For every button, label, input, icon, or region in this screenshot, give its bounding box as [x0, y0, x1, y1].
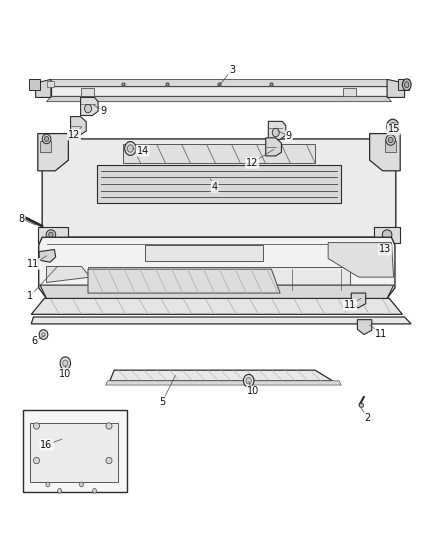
Ellipse shape: [246, 377, 251, 384]
Polygon shape: [387, 79, 405, 98]
Polygon shape: [51, 79, 387, 86]
Polygon shape: [266, 138, 282, 156]
Text: 11: 11: [375, 329, 388, 339]
Ellipse shape: [272, 128, 279, 137]
Polygon shape: [42, 139, 396, 237]
Polygon shape: [110, 370, 332, 381]
Text: 6: 6: [32, 336, 38, 346]
Ellipse shape: [125, 142, 136, 156]
Ellipse shape: [379, 244, 389, 254]
Bar: [81, 88, 94, 96]
Ellipse shape: [405, 82, 409, 87]
Polygon shape: [38, 134, 68, 171]
Ellipse shape: [387, 119, 399, 134]
Text: 13: 13: [379, 245, 391, 254]
Ellipse shape: [382, 230, 392, 239]
Polygon shape: [46, 96, 392, 102]
Ellipse shape: [92, 488, 96, 493]
Text: 4: 4: [212, 182, 218, 192]
Ellipse shape: [44, 136, 49, 141]
Ellipse shape: [388, 138, 393, 143]
Ellipse shape: [85, 104, 92, 113]
Ellipse shape: [33, 423, 39, 429]
Polygon shape: [106, 381, 341, 385]
Bar: [145, 245, 263, 261]
Bar: [123, 144, 315, 163]
Bar: [40, 141, 51, 152]
Ellipse shape: [63, 360, 68, 367]
Bar: [398, 79, 409, 90]
Polygon shape: [51, 86, 387, 96]
Bar: [343, 88, 356, 96]
Polygon shape: [40, 285, 394, 298]
Ellipse shape: [80, 482, 83, 487]
Polygon shape: [31, 317, 411, 324]
Ellipse shape: [39, 330, 48, 340]
Polygon shape: [31, 298, 403, 314]
Text: 12: 12: [246, 158, 258, 168]
Ellipse shape: [46, 230, 56, 239]
Text: 1: 1: [27, 290, 33, 301]
Ellipse shape: [382, 247, 386, 251]
Polygon shape: [268, 122, 286, 140]
Text: 8: 8: [18, 214, 25, 224]
Text: 9: 9: [100, 106, 106, 116]
Polygon shape: [328, 243, 394, 277]
Text: 9: 9: [286, 131, 292, 141]
Text: 10: 10: [247, 386, 259, 397]
Polygon shape: [88, 269, 280, 293]
Text: 11: 11: [344, 300, 356, 310]
Ellipse shape: [389, 123, 396, 131]
Polygon shape: [35, 79, 51, 98]
Text: 5: 5: [159, 397, 166, 407]
Polygon shape: [46, 266, 90, 282]
Bar: [30, 423, 118, 482]
Polygon shape: [39, 249, 56, 262]
Ellipse shape: [386, 135, 396, 146]
Text: 2: 2: [364, 413, 371, 423]
Ellipse shape: [60, 357, 71, 369]
Polygon shape: [71, 117, 86, 135]
Ellipse shape: [106, 423, 112, 429]
Text: 10: 10: [59, 369, 71, 379]
Ellipse shape: [46, 482, 50, 487]
Text: 16: 16: [40, 440, 53, 450]
Text: 15: 15: [388, 124, 400, 134]
Ellipse shape: [106, 457, 112, 464]
Ellipse shape: [49, 232, 53, 237]
Ellipse shape: [359, 403, 364, 407]
Ellipse shape: [127, 145, 134, 152]
Bar: [385, 141, 396, 152]
Polygon shape: [370, 134, 400, 171]
Text: 14: 14: [137, 146, 149, 156]
Polygon shape: [81, 98, 98, 116]
Bar: [29, 79, 40, 90]
Ellipse shape: [403, 79, 411, 91]
Text: 12: 12: [68, 130, 80, 140]
Ellipse shape: [42, 333, 45, 336]
Ellipse shape: [58, 488, 62, 493]
Polygon shape: [38, 227, 68, 243]
Bar: [97, 165, 341, 203]
Polygon shape: [39, 237, 395, 298]
Bar: [22, 410, 127, 492]
Polygon shape: [374, 227, 400, 243]
Ellipse shape: [244, 374, 254, 387]
Polygon shape: [357, 320, 372, 335]
Ellipse shape: [33, 457, 39, 464]
Bar: [46, 81, 54, 87]
Text: 3: 3: [229, 65, 235, 75]
Text: 11: 11: [27, 259, 39, 269]
Polygon shape: [351, 293, 366, 308]
Ellipse shape: [42, 134, 51, 144]
Bar: [88, 266, 350, 293]
